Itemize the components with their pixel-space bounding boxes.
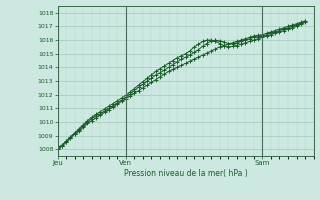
- X-axis label: Pression niveau de la mer( hPa ): Pression niveau de la mer( hPa ): [124, 169, 247, 178]
